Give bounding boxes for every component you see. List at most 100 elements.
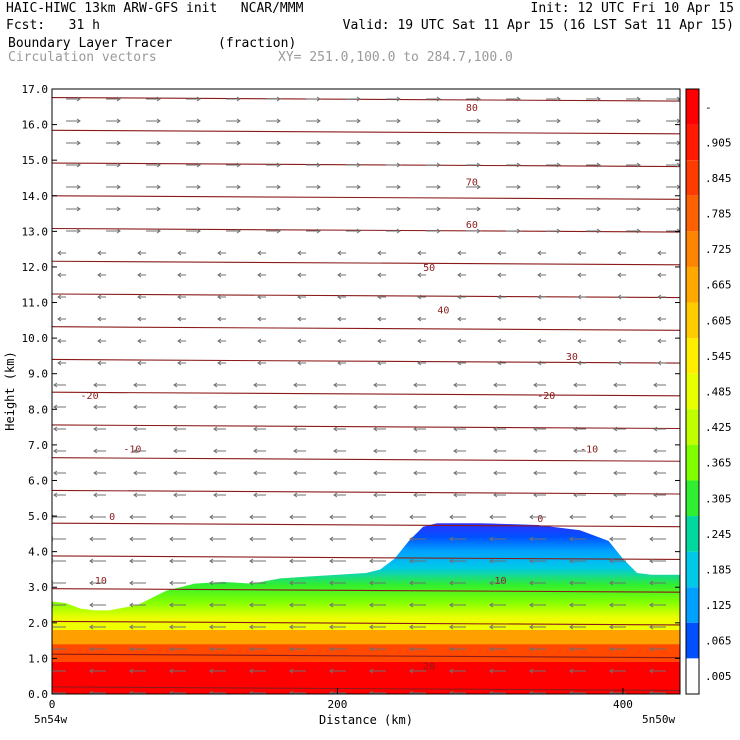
vector-arrowhead [396, 206, 401, 212]
vector-arrowhead [516, 184, 521, 190]
colorbar-label: .905 [705, 136, 732, 149]
vector-arrowhead [213, 426, 218, 432]
vector-arrowhead [253, 426, 258, 432]
vector-arrowhead [116, 228, 121, 234]
y-tick-label: 15.0 [22, 154, 49, 167]
vector-arrowhead [657, 338, 662, 344]
vector-arrowhead [657, 250, 662, 256]
y-tick-label: 8.0 [28, 403, 48, 416]
vector-arrowhead [436, 162, 441, 168]
vector-arrowhead [457, 338, 462, 344]
vector-arrowhead [489, 602, 494, 608]
vector-arrowhead [169, 514, 174, 520]
vector-arrowhead [537, 294, 542, 300]
vector-arrowhead [617, 338, 622, 344]
vector-arrowhead [556, 184, 561, 190]
vector-arrowhead [57, 250, 62, 256]
contour-label: 0 [537, 514, 543, 525]
vector-arrowhead [413, 404, 418, 410]
vector-arrowhead [516, 96, 521, 102]
vector-arrowhead [196, 140, 201, 146]
contour-label: -20 [537, 391, 555, 402]
vector-arrowhead [129, 646, 134, 652]
colorbar-swatch [686, 480, 699, 517]
vector-arrowhead [609, 668, 614, 674]
vector-arrowhead [613, 426, 618, 432]
vector-arrowhead [356, 162, 361, 168]
vector-arrowhead [369, 668, 374, 674]
vector-arrowhead [537, 338, 542, 344]
vector-arrowhead [556, 96, 561, 102]
tracer-band-2 [52, 629, 680, 645]
vector-arrowhead [196, 118, 201, 124]
y-tick-label: 10.0 [22, 332, 49, 345]
vector-arrowhead [573, 448, 578, 454]
header-left-line1: HAIC-HIWC 13km ARW-GFS init NCAR/MMM [6, 1, 304, 16]
vector-arrowhead [93, 404, 98, 410]
vector-arrowhead [369, 514, 374, 520]
contour-label: 0 [109, 512, 115, 523]
plot-area: 80 70 60 50 40 30 -20 -20 -10 -10 0 0 10 10 20 [52, 89, 680, 694]
vector-arrowhead [169, 536, 174, 542]
vector-arrowhead [53, 404, 58, 410]
vector-arrowhead [613, 492, 618, 498]
vector-arrowhead [337, 294, 342, 300]
vector-arrowhead [409, 690, 414, 694]
vector-arrowhead [529, 668, 534, 674]
vector-arrowhead [649, 580, 654, 586]
vector-arrowhead [177, 294, 182, 300]
vector-arrowhead [493, 382, 498, 388]
vector-arrowhead [293, 492, 298, 498]
colorbar-label: .005 [705, 670, 732, 683]
vector-arrowhead [169, 646, 174, 652]
vector-arrowhead [356, 206, 361, 212]
vector-arrowhead [209, 690, 214, 694]
vector-arrowhead [516, 162, 521, 168]
vector-arrowhead [289, 580, 294, 586]
vector-arrowhead [213, 382, 218, 388]
vector-arrowhead [76, 184, 81, 190]
vector-arrowhead [657, 272, 662, 278]
vector-arrowhead [609, 690, 614, 694]
vector-arrowhead [116, 96, 121, 102]
vector-arrowhead [457, 316, 462, 322]
vector-arrowhead [329, 536, 334, 542]
vector-arrowhead [356, 118, 361, 124]
vector-arrowhead [173, 470, 178, 476]
vector-arrowhead [489, 668, 494, 674]
y-tick-label: 16.0 [22, 119, 49, 132]
vector-arrowhead [276, 140, 281, 146]
vector-arrowhead [116, 140, 121, 146]
colorbar-swatch [686, 373, 699, 410]
vector-arrowhead [417, 360, 422, 366]
vector-arrowhead [116, 206, 121, 212]
vector-arrowhead [577, 250, 582, 256]
x-tick-label: 200 [328, 698, 348, 711]
vector-arrowhead [57, 316, 62, 322]
vector-arrowhead [529, 646, 534, 652]
vector-arrowhead [537, 316, 542, 322]
vector-arrowhead [609, 536, 614, 542]
vector-arrowhead [236, 228, 241, 234]
vector-arrowhead [89, 646, 94, 652]
vector-arrowhead [409, 558, 414, 564]
vector-arrowhead [497, 360, 502, 366]
vector-arrowhead [196, 228, 201, 234]
colorbar-swatch [686, 587, 699, 623]
x-tick-label: 0 [49, 698, 56, 711]
colorbar-frame [685, 88, 700, 695]
vector-arrowhead [529, 558, 534, 564]
vector-arrowhead [97, 250, 102, 256]
vector-arrowhead [476, 162, 481, 168]
vector-arrowhead [676, 118, 680, 124]
vector-arrowhead [516, 118, 521, 124]
vector-arrowhead [653, 448, 658, 454]
vector-arrowhead [89, 668, 94, 674]
vector-arrowhead [236, 162, 241, 168]
vector-arrowhead [356, 96, 361, 102]
vector-arrowhead [457, 360, 462, 366]
vector-arrowhead [436, 96, 441, 102]
vector-arrowhead [156, 228, 161, 234]
vector-arrowhead [333, 492, 338, 498]
vector-arrowhead [457, 250, 462, 256]
